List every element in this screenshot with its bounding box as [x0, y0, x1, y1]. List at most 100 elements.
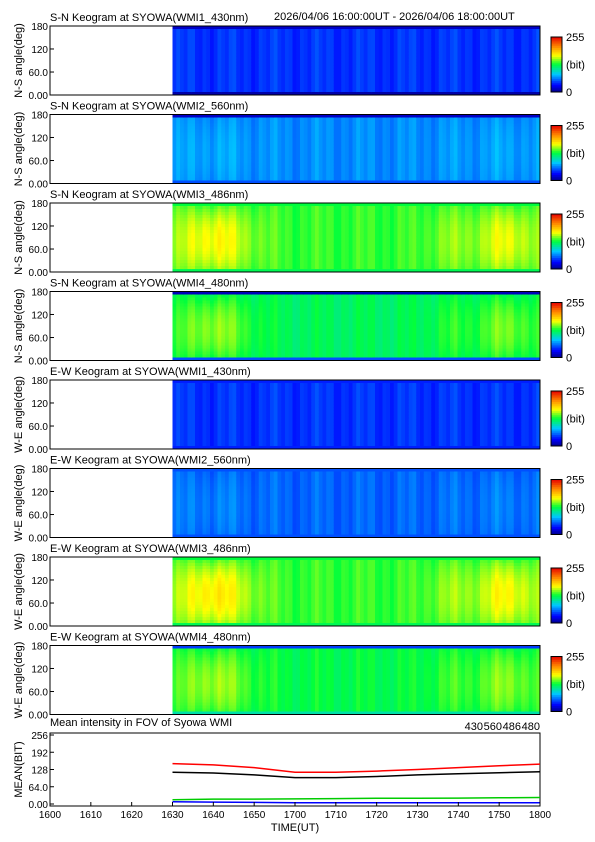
series-line-486 [172, 762, 541, 773]
keogram-panel: E-W Keogram at SYOWA(WMI4_480nm)180 120 60… [13, 632, 585, 722]
keogram-image [172, 557, 541, 627]
y-tick-label: 0.00 [29, 268, 49, 279]
colorbar-unit-label: (bit) [566, 679, 585, 691]
y-axis-label: MEAN(BIT) [13, 741, 25, 797]
keogram-image [172, 203, 541, 273]
colorbar-unit-label: (bit) [566, 414, 585, 426]
y-axis-label: N-S angle(deg) [13, 112, 25, 187]
colorbar-min-label: 0 [566, 530, 572, 542]
x-tick-label: 1800 [529, 810, 552, 821]
colorbar-min-label: 0 [566, 264, 572, 276]
y-axis-label: W-E angle(deg) [13, 553, 25, 630]
y-axis-label: W-E angle(deg) [13, 465, 25, 542]
mean-panel-title: Mean intensity in FOV of Syowa WMI [50, 717, 232, 729]
y-tick-label: 60.0 [29, 599, 49, 610]
y-tick-label: 120 [31, 487, 48, 498]
legend-entry: 560 [484, 721, 502, 733]
y-tick-label: 120 [31, 45, 48, 56]
series-line-560 [172, 796, 541, 801]
y-tick-label: 0.00 [29, 445, 49, 456]
panel-title: E-W Keogram at SYOWA(WMI3_486nm) [50, 543, 251, 555]
colorbar-unit-label: (bit) [566, 60, 585, 72]
y-axis-label: N-S angle(deg) [13, 200, 25, 275]
colorbar: 255 (bit) 0 [550, 298, 585, 365]
mean-panel-frame [49, 732, 541, 807]
colorbar: 255 (bit) 0 [550, 563, 585, 630]
y-tick-label: 180 [31, 111, 48, 122]
keogram-panels: S-N Keogram at SYOWA(WMI1_430nm)18012060… [13, 12, 585, 722]
panel-frame [49, 468, 541, 538]
colorbar-max-label: 255 [566, 475, 584, 487]
y-tick-label: 120 [31, 222, 48, 233]
series-line-430 [172, 801, 540, 804]
x-tick-label: 1730 [406, 810, 429, 821]
y-axis-label: W-E angle(deg) [13, 642, 25, 719]
panel-frame [49, 25, 541, 96]
y-tick-label: 256 [31, 731, 48, 742]
colorbar-unit-label: (bit) [566, 237, 585, 249]
panel-frame [49, 114, 541, 184]
colorbar: 255 (bit) 0 [550, 209, 585, 276]
y-tick-label: 180 [31, 553, 48, 564]
x-tick-label: 1750 [488, 810, 511, 821]
y-tick-label: 120 [31, 310, 48, 321]
keogram-panel: S-N Keogram at SYOWA(WMI2_560nm)180 120 60… [13, 101, 585, 191]
panel-title: S-N Keogram at SYOWA(WMI4_480nm) [50, 278, 248, 290]
time-range-header: 2026/04/06 16:00:00UT - 2026/04/06 18:00… [274, 11, 515, 23]
legend-entry: 486 [503, 721, 521, 733]
y-axis-label: N-S angle(deg) [13, 23, 25, 98]
colorbar: 255 (bit) 0 [550, 386, 585, 453]
x-tick-label: 1630 [161, 810, 184, 821]
y-tick-label: 180 [31, 376, 48, 387]
keogram-panel: S-N Keogram at SYOWA(WMI4_480nm)180 120 60… [13, 278, 585, 368]
colorbar-max-label: 255 [566, 121, 584, 133]
y-tick-label: 64.0 [29, 783, 49, 794]
y-tick-label: 60.0 [29, 422, 49, 433]
colorbar-min-label: 0 [566, 87, 572, 99]
colorbar-max-label: 255 [566, 652, 584, 664]
panel-title: S-N Keogram at SYOWA(WMI2_560nm) [50, 101, 248, 113]
colorbar-max-label: 255 [566, 209, 584, 221]
y-tick-label: 0.00 [29, 91, 49, 102]
colorbar-unit-label: (bit) [566, 502, 585, 514]
y-tick-label: 180 [31, 288, 48, 299]
y-axis-label: W-E angle(deg) [13, 376, 25, 453]
y-tick-label: 180 [31, 199, 48, 210]
panel-frame [49, 291, 541, 361]
x-tick-label: 1700 [284, 810, 307, 821]
colorbar-max-label: 255 [566, 298, 584, 310]
legend-entry: 430 [465, 721, 483, 733]
y-axis-label: N-S angle(deg) [13, 289, 25, 364]
colorbar-max-label: 255 [566, 563, 584, 575]
y-tick-label: 0.00 [29, 180, 49, 191]
y-tick-label: 60.0 [29, 688, 49, 699]
y-tick-label: 60.0 [29, 157, 49, 168]
x-tick-label: 1650 [243, 810, 266, 821]
y-tick-label: 128 [31, 766, 48, 777]
legend-entry: 480 [522, 721, 540, 733]
colorbar-min-label: 0 [566, 618, 572, 630]
colorbar-min-label: 0 [566, 176, 572, 188]
keogram-panel: E-W Keogram at SYOWA(WMI1_430nm)180 120 60… [13, 366, 585, 456]
colorbar: 255 (bit) 0 [550, 475, 585, 542]
x-tick-label: 1640 [202, 810, 225, 821]
panel-title: S-N Keogram at SYOWA(WMI3_486nm) [50, 189, 248, 201]
y-tick-label: 180 [31, 465, 48, 476]
y-tick-label: 60.0 [29, 334, 49, 345]
colorbar: 255 (bit) 0 [550, 652, 585, 719]
keogram-panel: E-W Keogram at SYOWA(WMI2_560nm)180 120 60… [13, 455, 585, 545]
y-tick-label: 0.00 [29, 622, 49, 633]
keogram-image [172, 26, 541, 96]
x-tick-label: 1610 [80, 810, 103, 821]
panel-title: E-W Keogram at SYOWA(WMI4_480nm) [50, 632, 251, 644]
series-line-480 [172, 770, 541, 779]
y-tick-label: 120 [31, 399, 48, 410]
panel-frame [49, 379, 541, 450]
x-tick-label: 1710 [325, 810, 348, 821]
y-tick-label: 120 [31, 576, 48, 587]
keogram-panel: S-N Keogram at SYOWA(WMI3_486nm)180 120 60… [13, 189, 585, 279]
colorbar: 255 (bit) 0 [550, 121, 585, 188]
y-tick-label: 192 [31, 748, 48, 759]
x-tick-label: 1600 [39, 810, 62, 821]
x-tick-label: 1720 [366, 810, 389, 821]
